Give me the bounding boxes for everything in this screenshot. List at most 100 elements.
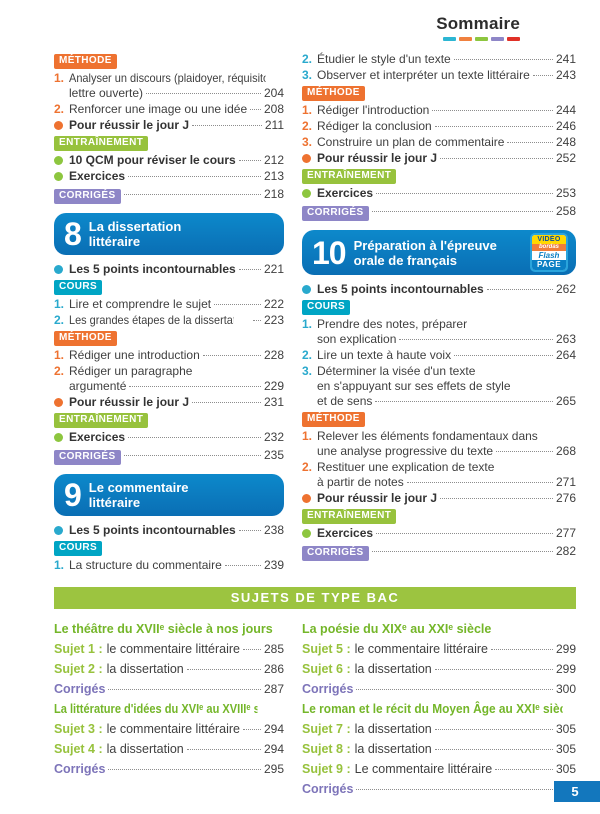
- entry-label: son explication: [317, 332, 397, 346]
- chapter-title: Le commentaire littéraire: [89, 480, 276, 510]
- bullet-icon: [302, 285, 311, 294]
- dotted-leader: [454, 355, 553, 356]
- entry-number: 2.: [54, 313, 65, 327]
- sujet-entry: Sujet 9 : Le commentaire littéraire 305: [302, 759, 576, 779]
- badge-entrainement: ENTRAÎNEMENT: [302, 509, 397, 524]
- page-ref: 232: [263, 430, 284, 444]
- badge-cours: COURS: [54, 541, 103, 556]
- sujets-column-left: Le théâtre du XVIIᵉ siècle à nos jours Su…: [54, 619, 284, 779]
- badge-row: MÉTHODE: [302, 412, 576, 427]
- page-title: Sommaire: [436, 14, 520, 33]
- entry-number: 3.: [302, 364, 313, 378]
- bullet-icon: [54, 433, 63, 442]
- entry-label: argumenté: [69, 379, 127, 393]
- page-ref: 223: [263, 313, 284, 327]
- sujet-entry: Sujet 7 : la dissertation 305: [302, 719, 576, 739]
- toc-entry: 1. Rédiger l'introduction 244: [302, 103, 576, 118]
- badge-entrainement: ENTRAÎNEMENT: [54, 413, 149, 428]
- page-ref: 218: [263, 187, 284, 201]
- entry-label: Les 5 points incontournables: [69, 523, 236, 537]
- dotted-leader: [371, 551, 553, 552]
- dotted-leader: [202, 355, 261, 356]
- sujet-entry: Sujet 4 : la dissertation 294: [54, 739, 284, 759]
- badge-row: CORRIGÉS 218: [54, 187, 284, 204]
- theme-label: La littérature d'idées du XVIᵉ au XVIIIᵉ…: [54, 702, 257, 716]
- dotted-leader: [434, 729, 553, 730]
- corriges-entry: Corrigés 300: [302, 679, 576, 699]
- sujets-column-right: La poésie du XIXᵉ au XXIᵉ siècle Sujet 5 …: [302, 619, 576, 799]
- page-ref: 222: [263, 297, 284, 311]
- entry-label: Renforcer une image ou une idée: [69, 102, 248, 116]
- corriges-label: Corrigés: [302, 682, 354, 696]
- badge-entrainement: ENTRAÎNEMENT: [302, 169, 397, 184]
- chapter-number: 10: [312, 234, 347, 271]
- page-header: Sommaire: [0, 0, 600, 41]
- chapter-title-line: Préparation à l'épreuve: [353, 237, 497, 253]
- toc-entry: 1. Lire et comprendre le sujet 222: [54, 297, 284, 312]
- corriges-entry: Corrigés 295: [54, 759, 284, 779]
- dotted-leader: [192, 125, 262, 126]
- toc-bullet-entry: Exercices 277: [302, 526, 576, 541]
- sujet-entry: Sujet 1 : le commentaire littéraire 285: [54, 639, 284, 659]
- badge-entrainement: ENTRAÎNEMENT: [54, 136, 149, 151]
- entry-label: 10 QCM pour réviser le cours: [69, 153, 236, 167]
- page-ref: 287: [263, 682, 284, 696]
- entry-label: la dissertation: [354, 742, 432, 756]
- entry-number: 2.: [302, 52, 313, 66]
- sujets-columns: Le théâtre du XVIIᵉ siècle à nos jours Su…: [0, 619, 600, 799]
- folio-page-number: 5: [554, 781, 600, 802]
- badge-cours: COURS: [302, 300, 351, 315]
- sujet-entry: Sujet 2 : la dissertation 286: [54, 659, 284, 679]
- entry-label: en s'appuyant sur ses effets de style: [317, 379, 511, 393]
- sujet-label: Sujet 5 :: [302, 642, 351, 656]
- toc-entry: 2. Restituer une explication de texte à pa…: [302, 460, 576, 490]
- page-ref: 294: [263, 742, 284, 756]
- entry-label: Rédiger l'introduction: [317, 103, 430, 117]
- badge-corriges: CORRIGÉS: [54, 450, 121, 465]
- sujets-bac-band: SUJETS DE TYPE BAC: [54, 587, 576, 609]
- dotted-leader: [214, 304, 261, 305]
- bullet-icon: [54, 398, 63, 407]
- page-ref: 263: [555, 332, 576, 346]
- entry-label: Pour réussir le jour J: [69, 395, 190, 409]
- entry-number: 1.: [54, 71, 65, 85]
- page-ref: 252: [555, 151, 576, 165]
- entry-label: Les 5 points incontournables: [69, 262, 236, 276]
- chapter-header: 9 Le commentaire littéraire: [54, 474, 284, 516]
- dotted-leader: [186, 749, 261, 750]
- sujets-theme-title: Le théâtre du XVIIᵉ siècle à nos jours: [54, 619, 284, 639]
- page-ref: 268: [555, 444, 576, 458]
- page-ref: 305: [555, 722, 576, 736]
- entry-number: 1.: [54, 297, 65, 311]
- sujet-entry: Sujet 3 : le commentaire littéraire 294: [54, 719, 284, 739]
- badge-row: COURS: [54, 280, 284, 295]
- sujet-label: Sujet 6 :: [302, 662, 351, 676]
- dotted-leader: [123, 194, 261, 195]
- entry-label: lettre ouverte): [69, 86, 144, 100]
- dotted-leader: [440, 498, 553, 499]
- badge-corriges: CORRIGÉS: [302, 206, 369, 221]
- badge-corriges: CORRIGÉS: [54, 189, 121, 204]
- badge-row: COURS: [54, 541, 284, 556]
- badge-row: MÉTHODE: [54, 331, 284, 346]
- dotted-leader: [434, 749, 553, 750]
- dotted-leader: [128, 176, 261, 177]
- page-ref: 248: [555, 135, 576, 149]
- toc-bullet-entry: Les 5 points incontournables 221: [54, 262, 284, 277]
- entry-label: Lire un texte à haute voix: [317, 348, 452, 362]
- video-flashpage-badge: VIDÉO bordas Flash PAGE: [530, 233, 568, 272]
- dotted-leader: [128, 437, 261, 438]
- entry-label: le commentaire littéraire: [354, 642, 489, 656]
- page-ref: 282: [555, 544, 576, 558]
- page-ref: 294: [263, 722, 284, 736]
- page-ref: 265: [555, 394, 576, 408]
- toc-bullet-entry: Pour réussir le jour J 276: [302, 491, 576, 506]
- toc-entry: 2. Lire un texte à haute voix 264: [302, 348, 576, 363]
- badge-row: ENTRAÎNEMENT: [302, 509, 576, 524]
- page-ref: 253: [555, 186, 576, 200]
- entry-label: Pour réussir le jour J: [317, 491, 438, 505]
- badge-row: ENTRAÎNEMENT: [54, 136, 284, 151]
- theme-label: La poésie du XIXᵉ au XXIᵉ siècle: [302, 622, 492, 636]
- toc-entry: 1. Rédiger une introduction 228: [54, 348, 284, 363]
